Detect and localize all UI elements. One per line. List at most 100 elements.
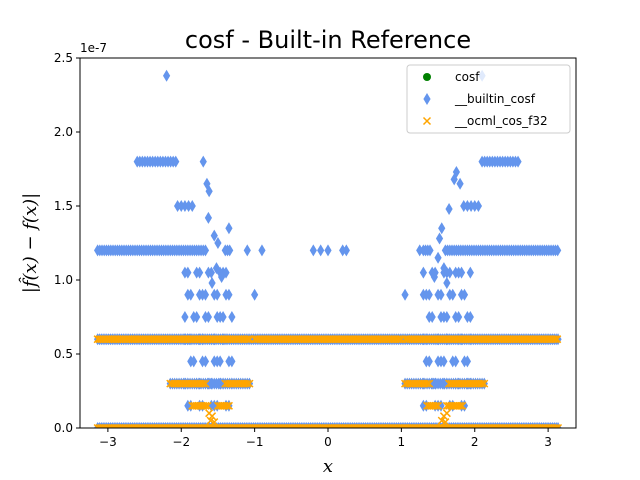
data-point-ocmlcosf32 (210, 418, 219, 427)
data-point-builtincosf (416, 244, 424, 257)
data-point-builtincosf (455, 311, 463, 323)
data-point-builtincosf (218, 271, 226, 284)
data-point-builtincosf (172, 155, 180, 168)
data-point-builtincosf (449, 288, 457, 301)
data-point-ocmlcosf32 (243, 379, 252, 388)
data-point-builtincosf (177, 200, 185, 212)
data-point-ocmlcosf32 (431, 401, 440, 410)
data-point-builtincosf (435, 232, 444, 245)
data-point-ocmlcosf32 (458, 401, 467, 410)
data-point-builtincosf (225, 288, 233, 301)
x-tick-label: −3 (99, 435, 117, 449)
data-point-builtincosf (204, 311, 213, 323)
x-tick-label: 2 (471, 435, 479, 449)
data-point-ocmlcosf32 (203, 401, 212, 410)
data-point-builtincosf (460, 200, 468, 212)
data-point-builtincosf (460, 288, 469, 301)
x-tick-label: 3 (544, 435, 552, 449)
data-point-builtincosf (173, 200, 182, 212)
data-point-builtincosf (514, 155, 522, 168)
data-point-builtincosf (208, 276, 216, 289)
data-point-ocmlcosf32 (480, 379, 489, 388)
data-point-builtincosf (443, 276, 451, 289)
data-point-builtincosf (419, 266, 427, 279)
data-point-builtincosf (193, 311, 201, 323)
data-point-builtincosf (188, 200, 196, 212)
x-axis-ticks: −3 −2 −1 0 1 2 3 (99, 428, 552, 449)
data-point-ocmlcosf32 (199, 379, 208, 388)
data-point-builtincosf (467, 200, 475, 212)
legend-marker-builtincosf (423, 93, 431, 105)
y-tick-label: 1.0 (54, 273, 73, 287)
data-point-builtincosf (210, 229, 218, 242)
data-point-ocmlcosf32 (243, 335, 253, 344)
data-point-builtincosf (446, 266, 454, 279)
data-point-ocmlcosf32 (201, 401, 210, 410)
y-tick-label: 1.5 (54, 199, 73, 213)
data-point-builtincosf (317, 244, 325, 257)
data-point-builtincosf (437, 288, 445, 301)
y-tick-label: 2.5 (54, 51, 73, 65)
data-point-ocmlcosf32 (423, 379, 432, 388)
data-point-builtincosf (443, 377, 451, 390)
data-point-builtincosf (190, 355, 198, 368)
data-point-builtincosf (339, 244, 347, 257)
data-point-builtincosf (425, 288, 433, 301)
data-point-builtincosf (434, 251, 442, 264)
data-point-builtincosf (228, 311, 236, 323)
y-offset-text: 1e-7 (80, 41, 107, 55)
data-point-builtincosf (401, 288, 409, 301)
data-point-ocmlcosf32 (224, 401, 233, 410)
data-point-ocmlcosf32 (245, 379, 254, 388)
data-point-builtincosf (187, 288, 195, 301)
x-tick-label: −2 (172, 435, 190, 449)
data-point-builtincosf (440, 355, 448, 368)
data-point-builtincosf (213, 288, 221, 301)
data-point-builtincosf (181, 200, 189, 212)
y-tick-label: 2.0 (54, 125, 73, 139)
data-point-builtincosf (199, 155, 207, 168)
data-point-builtincosf (258, 244, 266, 257)
y-axis-label: |f̂(x) − f(x)| (18, 193, 41, 293)
data-point-builtincosf (181, 311, 189, 323)
legend-label-cosf: cosf (455, 70, 480, 84)
data-point-builtincosf (195, 266, 204, 279)
x-tick-label: −1 (246, 435, 264, 449)
data-point-builtincosf (184, 200, 193, 212)
data-point-builtincosf (225, 222, 233, 235)
data-point-ocmlcosf32 (441, 418, 450, 427)
data-point-builtincosf (216, 355, 224, 368)
data-point-ocmlcosf32 (478, 379, 487, 388)
legend-label-ocmlcosf32: __ocml_cos_f32 (454, 114, 548, 128)
data-point-builtincosf (228, 355, 236, 368)
data-point-builtincosf (243, 244, 251, 257)
data-point-builtincosf (474, 200, 483, 212)
data-point-builtincosf (443, 311, 451, 323)
data-point-builtincosf (324, 244, 332, 257)
data-point-builtincosf (430, 271, 438, 284)
data-point-builtincosf (456, 177, 464, 190)
data-point-builtincosf (201, 244, 210, 257)
data-point-builtincosf (251, 288, 259, 301)
data-point-builtincosf (452, 355, 460, 368)
y-tick-label: 0.5 (54, 347, 73, 361)
data-point-ocmlcosf32 (553, 335, 562, 344)
data-point-ocmlcosf32 (222, 401, 231, 410)
data-point-builtincosf (201, 288, 210, 301)
data-point-builtincosf (554, 244, 562, 257)
legend-marker-ocmlcosf32 (422, 116, 432, 126)
data-point-builtincosf (438, 222, 446, 235)
data-point-builtincosf (205, 185, 213, 198)
data-point-builtincosf (426, 244, 434, 257)
data-point-ocmlcosf32 (552, 423, 561, 428)
data-point-builtincosf (463, 355, 472, 368)
plot-marks (93, 69, 563, 428)
legend: cosf __builtin_cosf __ocml_cos_f32 (406, 64, 571, 134)
data-point-builtincosf (184, 266, 192, 279)
data-point-builtincosf (450, 173, 458, 186)
data-point-builtincosf (226, 244, 234, 257)
x-tick-label: 1 (398, 435, 406, 449)
data-point-builtincosf (440, 262, 448, 275)
data-point-builtincosf (452, 165, 461, 178)
